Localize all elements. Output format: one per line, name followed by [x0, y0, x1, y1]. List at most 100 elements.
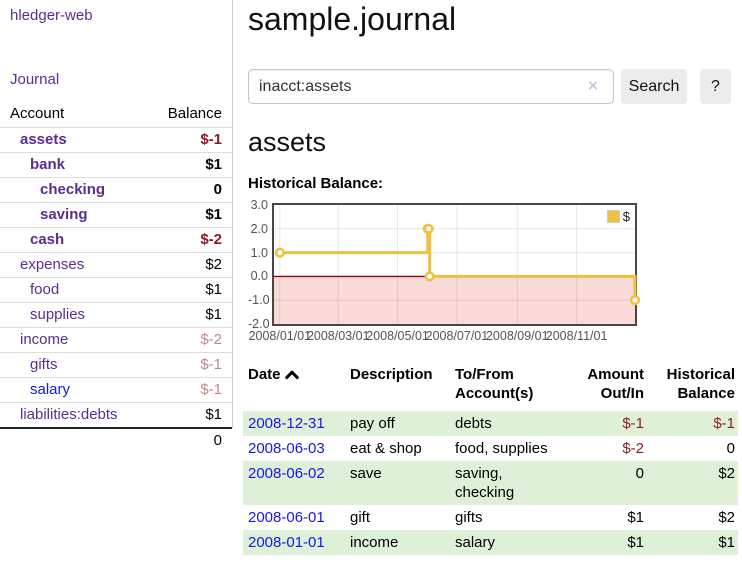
search-form: × Search ? — [248, 69, 742, 104]
register-amount-cell: $1 — [560, 530, 647, 555]
main-content: sample.journal × Search ? assets Histori… — [243, 0, 742, 582]
account-balance: $1 — [205, 406, 222, 423]
register-row: 2008-06-03 eat & shop food, supplies $-2 0 — [243, 436, 738, 461]
y-axis-tick-label: -2.0 — [248, 317, 270, 331]
historical-balance-chart: $ 3.0 2.0 1.0 0.0 -1.0 -2.0 2008/01/01 2008/03/… — [248, 196, 742, 348]
sidebar-account-row: gifts $-1 — [0, 352, 232, 377]
chart-canvas — [274, 205, 641, 324]
account-column-header: Account — [10, 105, 65, 122]
register-date-link[interactable]: 2008-06-03 — [248, 440, 325, 457]
sidebar-account-row: saving $1 — [0, 202, 232, 227]
balance-column-header: Balance — [167, 105, 222, 122]
x-axis-tick-label: 2008/01/01 — [248, 329, 312, 343]
sidebar-account-link-saving[interactable]: saving — [40, 206, 88, 223]
account-balance: $-1 — [200, 131, 222, 148]
account-tree-rows: assets $-1 bank $1 checking 0 saving $1 cash $-2 e… — [0, 127, 232, 427]
sidebar-account-link-supplies[interactable]: supplies — [30, 306, 86, 323]
register-header-date[interactable]: Date — [243, 363, 345, 411]
account-balance: $2 — [205, 256, 222, 273]
sidebar-account-row: food $1 — [0, 277, 232, 302]
register-description-cell: save — [345, 461, 450, 505]
register-date-cell: 2008-06-03 — [243, 436, 345, 461]
account-tree: Account Balance assets $-1 bank $1 checking 0… — [0, 102, 232, 453]
sidebar-account-row: supplies $1 — [0, 302, 232, 327]
account-balance: $1 — [205, 281, 222, 298]
register-amount-cell: $-1 — [560, 411, 647, 436]
clear-search-icon[interactable]: × — [588, 76, 598, 95]
register-header-description: Description — [350, 366, 433, 383]
sort-ascending-icon — [284, 370, 299, 380]
register-balance-cell: 0 — [726, 440, 735, 457]
sidebar-account-link-income[interactable]: income — [20, 331, 69, 348]
chart-plot-area[interactable]: $ — [272, 203, 641, 326]
register-accounts-cell: saving, checking — [450, 461, 560, 505]
register-accounts-cell: salary — [450, 530, 560, 555]
x-axis-tick-label: 2008/05/01 — [366, 329, 429, 343]
register-header-to-from: To/From Account(s) — [455, 366, 534, 402]
account-balance: $-1 — [200, 356, 222, 373]
chart-legend: $ — [604, 208, 632, 225]
register-row: 2008-06-02 save saving, checking 0 $2 — [243, 461, 738, 505]
register-description-cell: income — [345, 530, 450, 555]
register-date-cell: 2008-06-02 — [243, 461, 345, 505]
sidebar-account-link-liabilities-debts[interactable]: liabilities:debts — [20, 406, 118, 423]
sidebar-divider — [232, 0, 233, 428]
register-date-cell: 2008-01-01 — [243, 530, 345, 555]
register-description-cell: gift — [350, 509, 371, 526]
sidebar-account-link-assets[interactable]: assets — [20, 131, 67, 148]
account-balance: $1 — [205, 206, 222, 223]
register-date-link[interactable]: 2008-12-31 — [248, 415, 325, 432]
sidebar-account-row: bank $1 — [0, 152, 232, 177]
register-row: 2008-06-01 gift gifts $1 $2 — [243, 505, 738, 530]
sidebar-account-link-food[interactable]: food — [30, 281, 60, 298]
sidebar-account-link-expenses[interactable]: expenses — [20, 256, 85, 273]
sidebar-account-link-cash[interactable]: cash — [30, 231, 65, 248]
register-accounts-cell: food, supplies — [455, 440, 548, 457]
account-balance: 0 — [213, 181, 222, 198]
register-amount-cell: 0 — [560, 461, 647, 505]
search-input[interactable] — [248, 69, 614, 104]
register-accounts-cell: debts — [450, 411, 560, 436]
sidebar-account-link-gifts[interactable]: gifts — [30, 356, 58, 373]
y-axis-tick-label: 1.0 — [250, 245, 268, 260]
register-header-historical: Historical Balance — [666, 366, 735, 402]
register-balance-cell: $-1 — [647, 411, 738, 436]
legend-label: $ — [622, 209, 630, 224]
register-date-cell: 2008-12-31 — [243, 411, 345, 436]
sidebar-account-link-salary[interactable]: salary — [30, 381, 71, 398]
register-row: 2008-12-31 pay off debts $-1 $-1 — [243, 411, 738, 436]
account-page-title: assets — [248, 127, 327, 157]
account-balance: $-1 — [200, 381, 222, 398]
total-balance: 0 — [213, 432, 222, 449]
sidebar-account-row: salary $-1 — [0, 377, 232, 402]
account-balance: $-2 — [200, 331, 222, 348]
x-axis-tick-label: 2008/03/01 — [306, 329, 370, 343]
sidebar-account-row: income $-2 — [0, 327, 232, 352]
register-date-link[interactable]: 2008-01-01 — [248, 534, 325, 551]
register-date-cell: 2008-06-01 — [243, 505, 345, 530]
sidebar-account-link-checking[interactable]: checking — [40, 181, 106, 198]
sidebar-account-row: expenses $2 — [0, 252, 232, 277]
register-amount-cell: $-2 — [622, 440, 644, 457]
sidebar-account-row: assets $-1 — [0, 127, 232, 152]
y-axis-tick-label: 2.0 — [250, 221, 268, 236]
y-axis-tick-label: 3.0 — [250, 198, 268, 212]
register-description-cell: eat & shop — [350, 440, 422, 457]
register-date-link[interactable]: 2008-06-01 — [248, 509, 325, 526]
account-balance: $-2 — [200, 231, 222, 248]
x-axis-tick-label: 2008/07/01 — [425, 329, 489, 343]
register-row: 2008-01-01 income salary $1 $1 — [243, 530, 738, 555]
search-button[interactable]: Search — [621, 69, 687, 104]
x-axis-tick-label: 2008/11/01 — [545, 329, 608, 343]
page-title: sample.journal — [248, 1, 457, 37]
account-tree-header: Account Balance — [0, 102, 232, 127]
sidebar-item-journal[interactable]: Journal — [10, 71, 60, 88]
sidebar-account-row: checking 0 — [0, 177, 232, 202]
register-date-link[interactable]: 2008-06-02 — [248, 465, 325, 482]
register-table: Date Description To/From Account(s) Amount Ou… — [243, 363, 738, 555]
help-button[interactable]: ? — [700, 69, 731, 104]
sidebar-account-row: liabilities:debts $1 — [0, 402, 232, 427]
sidebar-account-link-bank[interactable]: bank — [30, 156, 66, 173]
brand-link[interactable]: hledger-web — [10, 7, 93, 24]
chart-title: Historical Balance: — [248, 175, 384, 192]
